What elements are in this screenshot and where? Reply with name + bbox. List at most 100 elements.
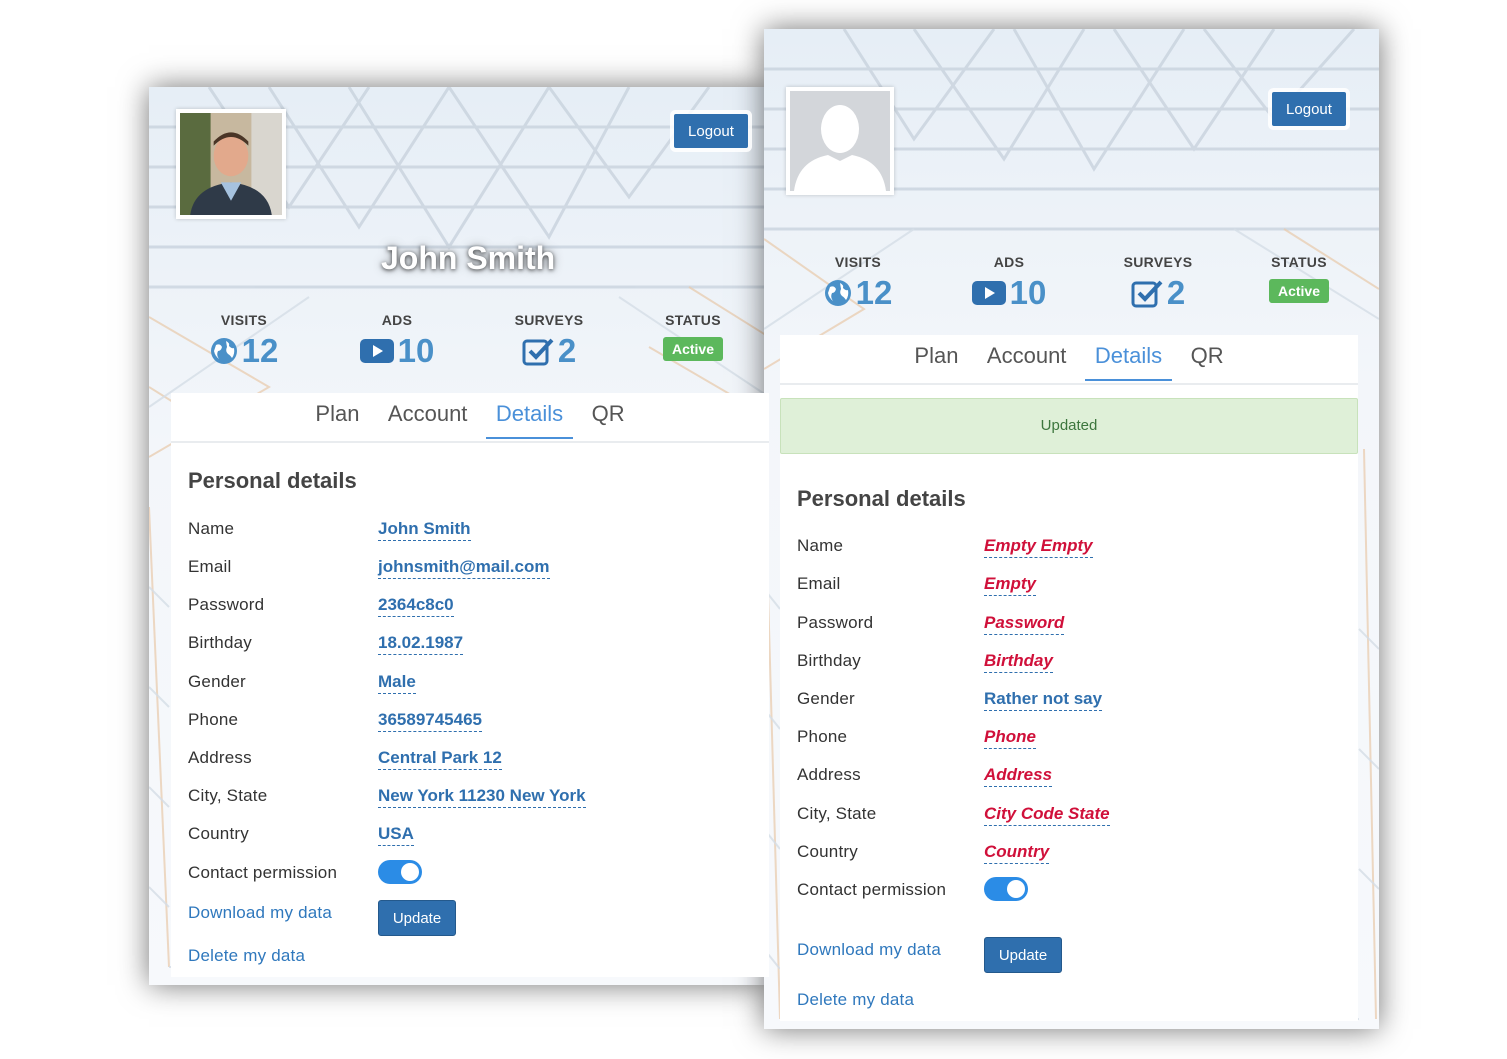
- field-value-country[interactable]: USA: [378, 824, 414, 846]
- play-icon: [971, 281, 1006, 305]
- stat-surveys-value: 2: [1166, 274, 1186, 311]
- stat-visits: VISITS 12: [798, 254, 918, 312]
- logout-button[interactable]: Logout: [674, 114, 748, 148]
- field-row-city-state: City, State New York 11230 New York: [188, 786, 748, 810]
- field-row-country: Country Country: [797, 842, 1347, 866]
- globe-icon: [210, 338, 237, 364]
- stat-ads-label: ADS: [381, 312, 413, 328]
- field-value-birthday[interactable]: Birthday: [984, 651, 1053, 673]
- tab-account[interactable]: Account: [387, 401, 468, 426]
- profile-card-empty: Logout VISITS 12 ADS 10: [764, 29, 1379, 1029]
- field-row-email: Email johnsmith@mail.com: [188, 557, 748, 581]
- tab-qr[interactable]: QR: [1190, 343, 1224, 368]
- field-label: Phone: [188, 710, 239, 729]
- status-badge: Active: [1268, 279, 1330, 303]
- stat-surveys: SURVEYS 2: [489, 312, 609, 370]
- section-title: Personal details: [188, 468, 357, 493]
- tab-plan[interactable]: Plan: [914, 343, 959, 368]
- field-value-address[interactable]: Address: [984, 765, 1053, 787]
- section-title: Personal details: [797, 486, 966, 511]
- tab-qr[interactable]: QR: [591, 401, 625, 426]
- field-label: Name: [188, 519, 235, 538]
- field-label: City, State: [797, 804, 877, 823]
- delete-data-link[interactable]: Delete my data: [188, 946, 306, 965]
- field-value-name[interactable]: John Smith: [378, 519, 471, 541]
- logout-button[interactable]: Logout: [1272, 92, 1346, 126]
- user-name: John Smith: [381, 240, 556, 276]
- tab-bar: Plan Account Details QR: [171, 393, 769, 443]
- details-panel: Plan Account Details QR Personal details…: [171, 393, 769, 977]
- field-label: Address: [797, 765, 861, 784]
- field-value-gender[interactable]: Male: [378, 672, 416, 694]
- tab-plan[interactable]: Plan: [315, 401, 360, 426]
- globe-icon: [824, 280, 851, 306]
- stat-surveys-value: 2: [557, 332, 577, 369]
- tab-account[interactable]: Account: [986, 343, 1067, 368]
- field-value-name[interactable]: Empty Empty: [984, 536, 1093, 558]
- update-button[interactable]: Update: [378, 900, 456, 936]
- stat-surveys: SURVEYS 2: [1098, 254, 1218, 312]
- details-panel: Plan Account Details QR Updated Personal…: [780, 335, 1358, 1021]
- field-label: Email: [188, 557, 232, 576]
- field-row-country: Country USA: [188, 824, 748, 848]
- stat-status: STATUS Active: [633, 312, 753, 361]
- stat-visits-value: 12: [241, 332, 279, 369]
- contact-permission-toggle[interactable]: [378, 860, 422, 884]
- field-value-password[interactable]: 2364c8c0: [378, 595, 454, 617]
- field-value-address[interactable]: Central Park 12: [378, 748, 502, 770]
- field-label: Gender: [797, 689, 855, 708]
- field-label: Address: [188, 748, 252, 767]
- field-value-country[interactable]: Country: [984, 842, 1050, 864]
- field-row-address: Address Central Park 12: [188, 748, 748, 772]
- field-value-city-state[interactable]: New York 11230 New York: [378, 786, 586, 808]
- field-row-password: Password 2364c8c0: [188, 595, 748, 619]
- stats-bar: VISITS 12 ADS 10 SURVEYS: [149, 312, 769, 382]
- tab-details[interactable]: Details: [485, 393, 574, 439]
- user-silhouette-icon: [790, 91, 890, 191]
- stats-bar: VISITS 12 ADS 10 SURVEYS: [764, 254, 1379, 324]
- stat-ads-value: 10: [397, 332, 435, 369]
- delete-data-link[interactable]: Delete my data: [797, 990, 915, 1009]
- field-value-gender[interactable]: Rather not say: [984, 689, 1103, 711]
- field-value-password[interactable]: Password: [984, 613, 1065, 635]
- tab-details[interactable]: Details: [1084, 335, 1173, 381]
- field-label: Country: [797, 842, 858, 861]
- field-value-birthday[interactable]: 18.02.1987: [378, 633, 464, 655]
- field-row-address: Address Address: [797, 765, 1347, 789]
- details-body: Personal details Name Empty Empty Email …: [797, 335, 1347, 1021]
- field-row-password: Password Password: [797, 613, 1347, 637]
- stat-surveys-label: SURVEYS: [1123, 254, 1193, 270]
- download-data-link[interactable]: Download my data: [797, 940, 941, 959]
- field-label: Password: [188, 595, 265, 614]
- field-row-city-state: City, State City Code State: [797, 804, 1347, 828]
- update-button[interactable]: Update: [984, 937, 1062, 973]
- field-value-phone[interactable]: 36589745465: [378, 710, 483, 732]
- field-value-email[interactable]: Empty: [984, 574, 1036, 596]
- stat-visits: VISITS 12: [184, 312, 304, 370]
- field-row-birthday: Birthday 18.02.1987: [188, 633, 748, 657]
- download-data-link[interactable]: Download my data: [188, 903, 332, 922]
- field-row-phone: Phone 36589745465: [188, 710, 748, 734]
- stat-surveys-label: SURVEYS: [514, 312, 584, 328]
- field-row-birthday: Birthday Birthday: [797, 651, 1347, 675]
- profile-photo[interactable]: [176, 109, 286, 219]
- field-label: Email: [797, 574, 841, 593]
- stat-ads: ADS 10: [949, 254, 1069, 312]
- field-value-email[interactable]: johnsmith@mail.com: [378, 557, 550, 579]
- contact-permission-toggle[interactable]: [984, 877, 1028, 901]
- field-row-name: Name Empty Empty: [797, 536, 1347, 560]
- stat-ads-value: 10: [1009, 274, 1047, 311]
- profile-photo-placeholder[interactable]: [786, 87, 894, 195]
- field-label: City, State: [188, 786, 268, 805]
- field-label: Country: [188, 824, 249, 843]
- details-body: Personal details Name John Smith Email j…: [188, 393, 748, 977]
- field-label: Password: [797, 613, 874, 632]
- stat-ads: ADS 10: [337, 312, 457, 370]
- check-square-icon: [1131, 280, 1163, 308]
- stat-visits-label: VISITS: [220, 312, 268, 328]
- field-label: Gender: [188, 672, 246, 691]
- field-value-city-state[interactable]: City Code State: [984, 804, 1110, 826]
- status-badge: Active: [662, 337, 724, 361]
- play-icon: [359, 339, 394, 363]
- field-value-phone[interactable]: Phone: [984, 727, 1036, 749]
